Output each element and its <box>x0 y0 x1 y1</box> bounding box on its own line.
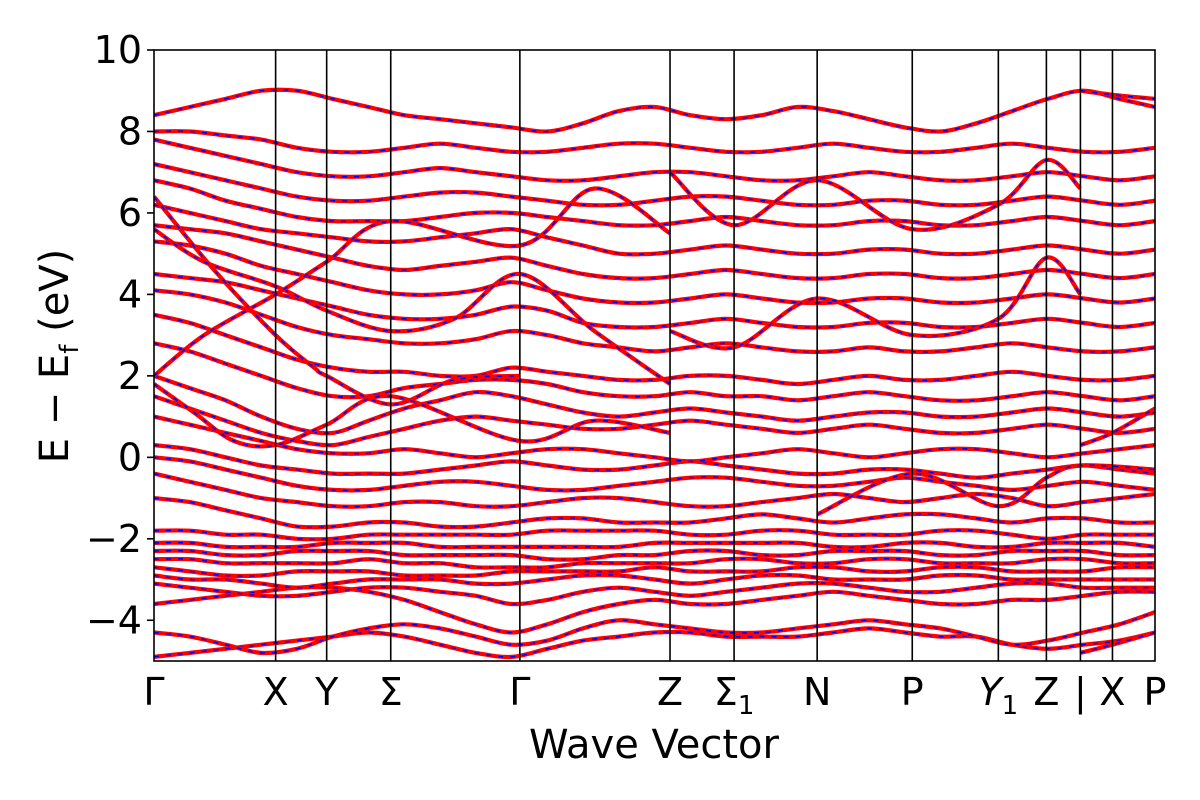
x-tick-main-10: Z <box>1033 670 1059 714</box>
y-tick-label-4: 4 <box>118 272 142 316</box>
band-line-dashed-19 <box>154 289 1155 353</box>
x-tick-main-6: Σ <box>714 670 738 714</box>
x-tick-label-11: | <box>1074 670 1087 715</box>
band-line-dashed-18 <box>154 314 1155 385</box>
y-axis-title: E − Ef (eV) <box>32 249 85 464</box>
y-tick-label-2: 0 <box>118 435 142 479</box>
band-line-dashed-22 <box>154 224 1155 280</box>
band-line-dashed-24 <box>154 179 1155 227</box>
x-tick-sub-6: 1 <box>738 691 755 721</box>
band-line-15 <box>154 394 1155 448</box>
band-line-dashed-9 <box>154 529 1155 541</box>
band-line-dashed-10 <box>154 497 1155 529</box>
band-line-dashed-13 <box>154 444 1155 479</box>
x-tick-label-12: X <box>1099 670 1125 714</box>
y-axis-ticks: −4 −2 0 2 4 6 8 10 <box>86 28 154 642</box>
band-line-dashed-12 <box>154 456 1155 492</box>
x-tick-label-8: P <box>901 670 924 714</box>
band-line-dashed-7 <box>154 549 1155 561</box>
x-tick-main-13: P <box>1144 670 1167 714</box>
band-line-dashed-23 <box>154 204 1155 256</box>
x-tick-label-5: Z <box>657 670 683 714</box>
y-axis-title-unit: (eV) <box>32 249 78 345</box>
band-line-dashed-26 <box>154 138 1155 182</box>
x-tick-main-4: Γ <box>509 670 530 714</box>
x-tick-main-11: | <box>1074 670 1087 715</box>
band-line-dashed-15 <box>154 395 1155 447</box>
band-line-dashed-11 <box>154 472 1155 508</box>
y-axis-title-sub: f <box>55 344 85 354</box>
x-tick-label-13: P <box>1144 670 1167 714</box>
band-line-dashed-32 <box>154 187 671 377</box>
x-tick-label-0: Γ <box>143 670 164 714</box>
x-tick-main-5: Z <box>657 670 683 714</box>
x-tick-main-8: P <box>901 670 924 714</box>
x-tick-main-12: X <box>1099 670 1125 714</box>
y-tick-label-1: −2 <box>86 517 142 561</box>
x-tick-main-7: N <box>803 670 831 714</box>
x-tick-main-2: Y <box>314 670 339 714</box>
x-tick-label-6: Σ1 <box>714 670 755 721</box>
x-tick-label-2: Y <box>314 670 339 714</box>
y-axis-title-main: E − E <box>32 354 78 464</box>
band-line-23 <box>154 202 1155 257</box>
x-tick-main-0: Γ <box>143 670 164 714</box>
x-tick-main-3: Σ <box>379 670 403 714</box>
band-line-dashed-27 <box>154 130 1155 154</box>
x-axis-ticks: Γ X Y Σ Γ Z Σ1 N P Y1 Z | X P <box>143 670 1166 721</box>
y-tick-label-7: 10 <box>94 28 142 72</box>
band-line-dashed-1 <box>154 611 1155 654</box>
x-tick-main-1: X <box>263 670 289 714</box>
band-line-dashed-8 <box>154 541 1155 549</box>
band-line-28 <box>154 87 1155 134</box>
x-tick-label-3: Σ <box>379 670 403 714</box>
x-tick-sub-9: 1 <box>1002 691 1019 721</box>
high-symmetry-lines <box>274 50 1114 661</box>
band-line-dashed-21 <box>154 240 1155 304</box>
x-tick-label-7: N <box>803 670 831 714</box>
plot-frame <box>153 49 1156 662</box>
band-line-dashed-16 <box>154 375 1155 435</box>
x-tick-label-1: X <box>263 670 289 714</box>
band-line-dashed-29 <box>154 196 520 406</box>
band-line-dashed-3 <box>154 582 1155 605</box>
y-tick-label-6: 8 <box>118 109 142 153</box>
band-line-dashed-28 <box>154 88 1155 133</box>
bands-layer <box>154 87 1155 660</box>
band-line-dashed-6 <box>154 557 1155 569</box>
y-tick-label-5: 6 <box>118 191 142 235</box>
band-line-dashed-31 <box>154 383 671 448</box>
band-line-9 <box>154 528 1155 542</box>
band-line-29 <box>154 195 521 407</box>
band-line-dashed-14 <box>154 415 1155 463</box>
band-line-dashed-30 <box>154 228 671 385</box>
x-tick-label-4: Γ <box>509 670 530 714</box>
x-tick-label-10: Z <box>1033 670 1059 714</box>
x-tick-main-9: Y <box>978 670 1004 714</box>
band-line-17 <box>154 341 1155 403</box>
band-line-dashed-25 <box>154 163 1155 207</box>
band-line-35 <box>816 463 1155 517</box>
x-tick-label-9: Y1 <box>978 670 1018 721</box>
band-line-30 <box>154 227 672 386</box>
y-tick-label-3: 2 <box>118 354 142 398</box>
band-line-27 <box>154 129 1155 155</box>
band-line-dashed-4 <box>154 574 1155 589</box>
band-line-dashed-2 <box>154 586 1155 634</box>
band-line-dashed-5 <box>154 565 1155 577</box>
y-tick-label-0: −4 <box>86 598 142 642</box>
x-axis-title: Wave Vector <box>529 722 780 768</box>
